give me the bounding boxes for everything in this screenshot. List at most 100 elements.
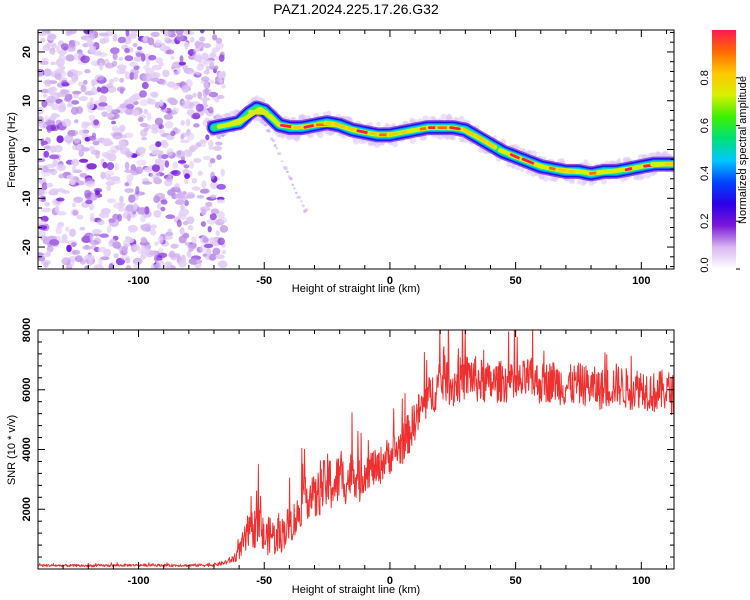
noise-blob — [60, 43, 69, 51]
noise-blob — [106, 83, 114, 89]
noise-blob — [61, 118, 72, 127]
noise-blob — [81, 43, 91, 47]
noise-blob — [94, 189, 100, 196]
noise-blob — [155, 57, 163, 64]
noise-blob — [204, 88, 210, 96]
noise-blob — [125, 264, 132, 269]
noise-blob — [132, 43, 138, 47]
noise-blob — [168, 250, 176, 258]
y-tick-label: 10 — [21, 95, 33, 107]
halo-dot — [520, 167, 525, 172]
noise-blob — [96, 106, 107, 111]
noise-blob — [130, 30, 138, 35]
noise-blob — [200, 221, 206, 227]
noise-blob — [58, 54, 66, 63]
branch-dot — [268, 129, 272, 133]
x-tick-label: 0 — [387, 575, 393, 587]
noise-blob — [90, 87, 98, 96]
noise-blob — [89, 97, 94, 105]
chart-title: PAZ1.2024.225.17.26.G32 — [273, 1, 439, 17]
noise-blob — [128, 61, 138, 67]
noise-blob — [212, 34, 218, 41]
noise-blob — [209, 181, 219, 190]
noise-blob — [133, 244, 140, 251]
noise-blob — [217, 260, 228, 269]
noise-blob — [70, 242, 77, 247]
noise-blob — [162, 69, 170, 78]
noise-blob — [149, 228, 157, 236]
noise-blob — [38, 220, 47, 227]
noise-blob — [41, 99, 48, 108]
noise-blob — [150, 224, 157, 229]
noise-blob — [187, 225, 194, 231]
noise-blob — [216, 199, 225, 204]
branch-dot — [300, 200, 303, 203]
noise-blob — [160, 199, 168, 205]
halo-dot — [515, 165, 521, 171]
noise-blob — [215, 42, 224, 50]
noise-blob — [192, 112, 201, 120]
noise-blob — [107, 153, 117, 162]
noise-blob — [185, 118, 191, 127]
noise-blob — [180, 134, 185, 140]
noise-blob — [175, 193, 186, 199]
noise-blob — [71, 100, 80, 105]
branch-dot — [289, 177, 293, 181]
noise-blob — [109, 78, 114, 85]
noise-blob — [71, 158, 79, 167]
noise-blob — [113, 202, 124, 209]
noise-blob — [116, 86, 126, 92]
noise-blob — [50, 124, 60, 132]
snr-series-line — [38, 330, 674, 568]
noise-blob — [136, 159, 147, 166]
noise-blob — [56, 164, 66, 171]
noise-blob — [191, 178, 198, 184]
colorbar-ticks: 0.0 0.2 0.4 0.6 0.8 — [699, 70, 740, 273]
branch-dot — [277, 152, 281, 156]
noise-blob — [118, 57, 123, 61]
noise-blob — [181, 99, 192, 105]
noise-blob — [66, 46, 76, 52]
noise-blob — [124, 132, 134, 139]
noise-blob — [158, 265, 165, 269]
noise-blob — [49, 154, 60, 160]
noise-blob — [40, 88, 50, 94]
noise-blob — [111, 178, 121, 185]
colorbar-gradient — [712, 30, 736, 269]
noise-blob — [183, 41, 190, 48]
halo-dot — [639, 173, 646, 180]
noise-blob — [41, 182, 48, 191]
noise-blob — [38, 188, 44, 196]
noise-blob — [76, 143, 82, 152]
noise-blob — [197, 91, 203, 100]
noise-blob — [38, 252, 44, 257]
noise-blob — [44, 79, 52, 87]
x-tick-label: 50 — [510, 275, 522, 287]
colorbar: 0.0 0.2 0.4 0.6 0.8 Normalized spectral ampl… — [699, 30, 749, 273]
halo-dot — [542, 175, 549, 182]
halo-dot — [322, 111, 327, 116]
noise-blob — [159, 124, 165, 129]
noise-blob — [154, 159, 161, 166]
noise-blob — [92, 140, 100, 146]
noise-blob — [65, 54, 75, 62]
noise-blob — [205, 134, 210, 141]
noise-blob — [216, 196, 225, 201]
noise-blob — [99, 38, 107, 44]
noise-blob — [90, 48, 97, 54]
noise-blob — [125, 204, 136, 212]
hotspot-core — [598, 169, 610, 174]
noise-blob — [99, 233, 109, 238]
noise-blob — [185, 150, 193, 156]
noise-blob — [111, 120, 116, 125]
noise-blob — [156, 202, 162, 210]
noise-blob — [93, 264, 104, 269]
noise-blob — [44, 201, 50, 207]
noise-blob — [159, 79, 167, 86]
noise-blob — [208, 253, 217, 261]
noise-blob — [179, 208, 190, 216]
noise-blob — [63, 96, 72, 102]
noise-blob — [135, 166, 144, 175]
ridge-hotspots — [216, 106, 674, 176]
noise-blob — [116, 64, 127, 70]
